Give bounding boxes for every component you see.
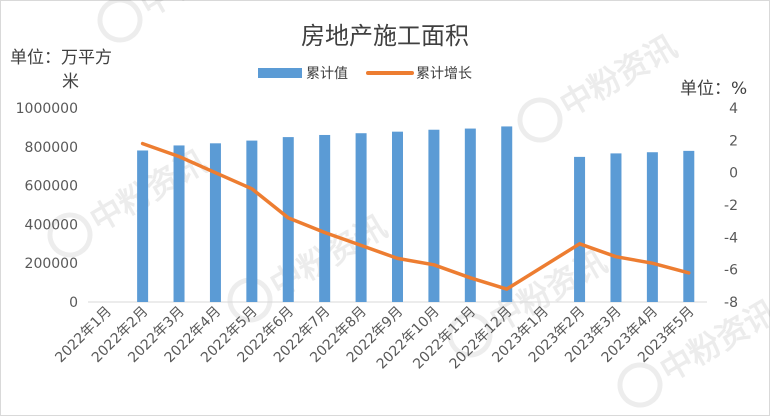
legend: 累计值 累计增长 [258,66,472,82]
chart-title: 房地产施工面积 [301,22,469,50]
bar [428,129,440,302]
bar [501,126,513,303]
left-tick-label: 200000 [25,256,78,272]
bar [683,150,695,302]
left-tick-label: 800000 [25,140,78,156]
bar [246,140,258,302]
left-tick-label: 1000000 [16,101,78,117]
bar [209,143,221,302]
legend-swatch-bar [258,68,302,78]
right-tick-label: 2 [729,133,738,149]
left-tick-label: 600000 [25,179,78,195]
right-tick-label: -2 [724,198,738,214]
bar [464,128,476,302]
line-series [140,141,691,291]
bar [173,145,185,302]
bar [646,152,658,302]
right-tick-label: -4 [724,230,738,246]
right-axis-unit-label: 单位：% [680,79,747,99]
right-tick-label: -6 [724,263,738,279]
right-axis-ticks: 4 2 0 -2 -4 -6 -8 [724,101,738,311]
bar [574,156,586,302]
bar [610,153,622,302]
bar [319,134,331,302]
right-tick-label: 4 [729,101,738,117]
left-tick-label: 0 [69,295,78,311]
legend-label-bar: 累计值 [306,66,348,82]
left-axis-unit-label: 单位：万平方 米 [10,48,117,92]
line-path [140,141,691,291]
bar-series [137,126,695,303]
bar [355,133,367,302]
left-tick-label: 400000 [25,217,78,233]
left-axis-ticks: 1000000 800000 600000 400000 200000 0 [16,101,78,311]
legend-label-line: 累计增长 [416,66,472,82]
bar [392,131,403,302]
bar [137,150,149,302]
right-tick-label: 0 [729,166,738,182]
right-tick-label: -8 [724,295,738,311]
